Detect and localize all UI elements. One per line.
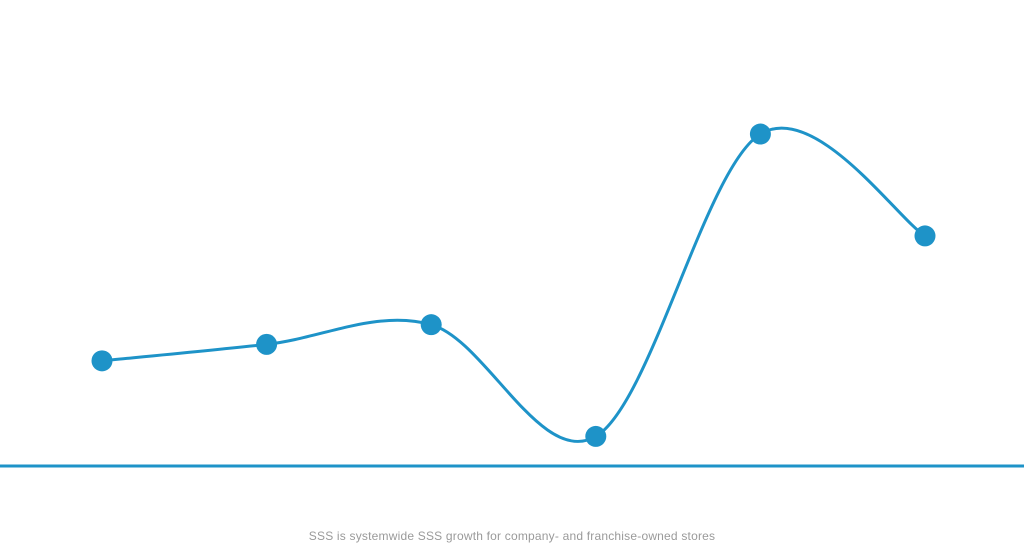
data-point	[420, 314, 442, 336]
data-point	[91, 350, 113, 372]
data-points	[91, 123, 936, 447]
grid-lines	[182, 88, 845, 466]
data-point	[914, 225, 936, 247]
data-point	[256, 333, 278, 355]
data-point	[585, 425, 607, 447]
data-point	[749, 123, 771, 145]
chart-footnote: SSS is systemwide SSS growth for company…	[308, 529, 716, 543]
